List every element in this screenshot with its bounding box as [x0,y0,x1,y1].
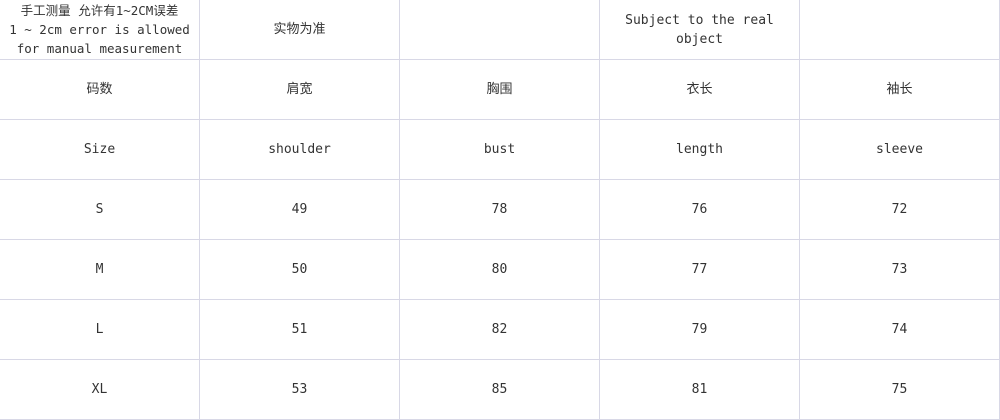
table-row: S 49 78 76 72 [0,179,1000,240]
table-cell: 85 [399,359,600,420]
column-header: length [599,119,800,180]
column-header: 衣长 [599,59,800,120]
column-header: bust [399,119,600,180]
table-cell: 49 [199,179,400,240]
table-cell: 75 [799,359,1000,420]
empty-cell [799,0,1000,60]
table-cell: 53 [199,359,400,420]
table-cell: 73 [799,239,1000,300]
empty-cell [399,0,600,60]
column-header: 码数 [0,59,200,120]
column-header: Size [0,119,200,180]
table-row: XL 53 85 81 75 [0,359,1000,420]
column-headers-en: Size shoulder bust length sleeve [0,119,1000,180]
table-cell: 77 [599,239,800,300]
column-header: sleeve [799,119,1000,180]
table-cell: M [0,239,200,300]
column-header: 胸围 [399,59,600,120]
note-en-2: for manual measurement [16,41,183,56]
table-cell: 50 [199,239,400,300]
table-cell: 78 [399,179,600,240]
table-cell: 74 [799,299,1000,360]
note-en-1: 1 ~ 2cm error is allowed [9,22,190,37]
table-row: L 51 82 79 74 [0,299,1000,360]
header-row: 手工测量 允许有1~2CM误差 1 ~ 2cm error is allowed… [0,0,1000,60]
table-cell: 76 [599,179,800,240]
table-cell: XL [0,359,200,420]
real-object-cn: 实物为准 [199,0,400,60]
table-cell: 51 [199,299,400,360]
note-cn: 手工测量 允许有1~2CM误差 [20,3,179,18]
table-cell: L [0,299,200,360]
table-cell: S [0,179,200,240]
column-headers-cn: 码数 肩宽 胸围 衣长 袖长 [0,59,1000,120]
measurement-note: 手工测量 允许有1~2CM误差 1 ~ 2cm error is allowed… [0,0,200,60]
table-cell: 79 [599,299,800,360]
column-header: 袖长 [799,59,1000,120]
table-cell: 81 [599,359,800,420]
table-cell: 72 [799,179,1000,240]
column-header: 肩宽 [199,59,400,120]
real-object-en: Subject to the real object [599,0,800,60]
table-cell: 80 [399,239,600,300]
table-row: M 50 80 77 73 [0,239,1000,300]
column-header: shoulder [199,119,400,180]
table-cell: 82 [399,299,600,360]
